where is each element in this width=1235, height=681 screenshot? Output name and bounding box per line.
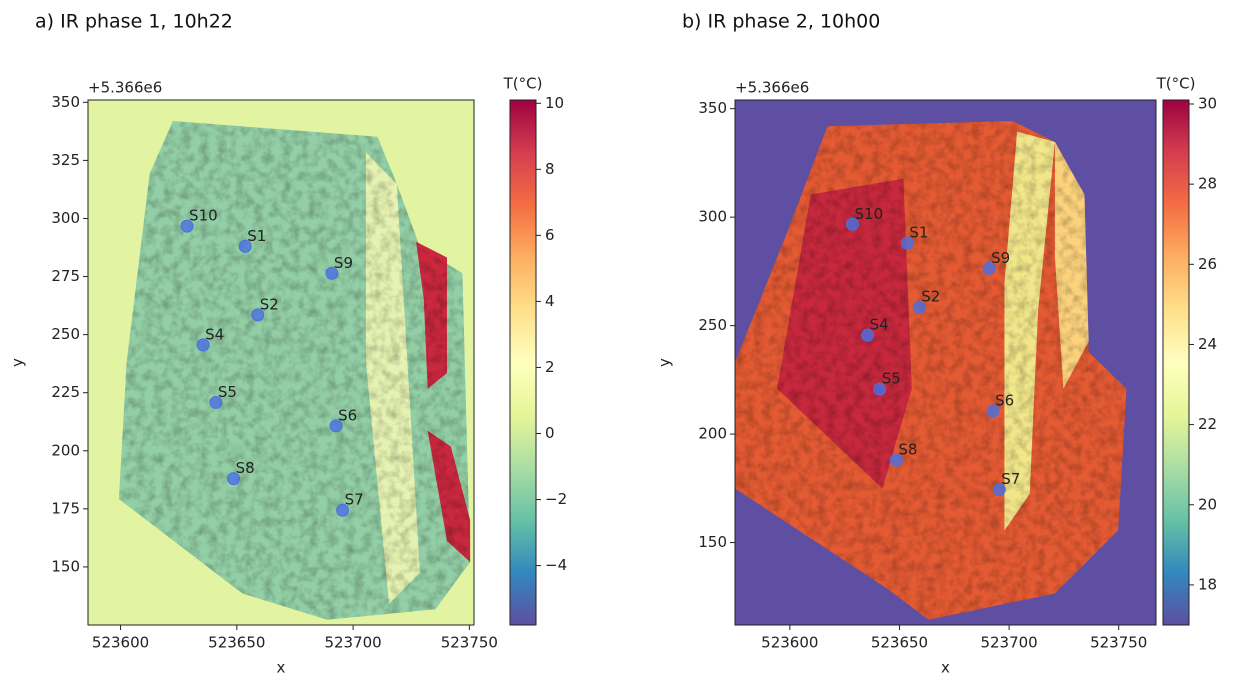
offset-text: +5.366e6 (735, 79, 809, 97)
x-tick-label: 523700 (324, 634, 381, 652)
station-point (889, 453, 903, 467)
colorbar-tick-label: 26 (1198, 255, 1217, 273)
colorbar (1163, 100, 1189, 625)
colorbar-frame (509, 99, 537, 626)
y-tick-label: 150 (51, 557, 80, 575)
station-point (982, 261, 996, 275)
x-tick-label: 523700 (980, 634, 1037, 652)
y-tick-label: 325 (51, 151, 80, 169)
panel-title: b) IR phase 2, 10h00 (682, 11, 880, 33)
colorbar-tick-label: 22 (1198, 415, 1217, 433)
y-tick-label: 175 (51, 499, 80, 517)
colorbar-tick-label: 18 (1198, 575, 1217, 593)
station-label: S7 (345, 491, 364, 509)
colorbar-tick-label: 10 (545, 94, 564, 112)
colorbar-tick-label: 6 (545, 226, 555, 244)
colorbar-tick-label: 8 (545, 160, 555, 178)
station-label: S8 (236, 459, 255, 477)
x-tick-label: 523750 (1090, 634, 1147, 652)
colorbar-tick-label: 2 (545, 358, 555, 376)
y-tick-label: 200 (51, 441, 80, 459)
station-point (325, 266, 339, 280)
station-point (912, 300, 926, 314)
x-tick-label: 523650 (208, 634, 265, 652)
y-tick-label: 300 (51, 209, 80, 227)
station-label: S7 (1001, 470, 1020, 488)
y-tick-label: 250 (698, 316, 727, 334)
colorbar-tick-label: 4 (545, 292, 555, 310)
station-point (873, 382, 887, 396)
y-tick-label: 275 (51, 267, 80, 285)
station-point (251, 308, 265, 322)
station-point (329, 419, 343, 433)
station-point (986, 404, 1000, 418)
colorbar-label: T(°C) (1156, 75, 1196, 93)
station-point (209, 395, 223, 409)
x-axis-label: x (941, 659, 950, 677)
colorbar-tick-label: 30 (1198, 95, 1217, 113)
station-point (900, 236, 914, 250)
offset-text: +5.366e6 (88, 79, 162, 97)
y-tick-label: 150 (698, 533, 727, 551)
colorbar-tick-label: 0 (545, 424, 555, 442)
colorbar-tick-label: −2 (545, 490, 567, 508)
x-tick-label: 523600 (92, 634, 149, 652)
y-tick-label: 350 (51, 93, 80, 111)
station-point (180, 219, 194, 233)
station-label: S4 (205, 325, 224, 343)
station-label: S10 (189, 207, 218, 225)
y-axis-label: y (9, 358, 27, 367)
x-tick-label: 523600 (761, 634, 818, 652)
station-label: S4 (870, 316, 889, 334)
station-label: S10 (855, 205, 884, 223)
y-tick-label: 250 (51, 325, 80, 343)
colorbar-tick-label: −4 (545, 556, 567, 574)
plot-frame (734, 99, 1157, 626)
field-texture (118, 121, 471, 620)
x-tick-label: 523650 (871, 634, 928, 652)
y-tick-label: 350 (698, 99, 727, 117)
y-tick-label: 225 (51, 383, 80, 401)
plot-frame (87, 99, 475, 626)
station-point (196, 338, 210, 352)
x-tick-label: 523750 (441, 634, 498, 652)
station-label: S9 (991, 249, 1010, 267)
station-point (992, 483, 1006, 497)
station-label: S1 (909, 224, 928, 242)
station-point (227, 472, 241, 486)
station-label: S6 (995, 391, 1014, 409)
x-axis-label: x (277, 659, 286, 677)
colorbar-tick-label: 20 (1198, 495, 1217, 513)
station-label: S8 (898, 441, 917, 459)
station-label: S2 (921, 288, 940, 306)
station-label: S6 (338, 406, 357, 424)
station-point (846, 217, 860, 231)
y-tick-label: 200 (698, 425, 727, 443)
colorbar (510, 100, 536, 625)
station-point (861, 328, 875, 342)
panel-title: a) IR phase 1, 10h22 (35, 11, 233, 33)
field-texture (735, 121, 1127, 620)
colorbar-label: T(°C) (503, 75, 543, 93)
y-tick-label: 300 (698, 208, 727, 226)
station-label: S5 (218, 383, 237, 401)
station-point (238, 239, 252, 253)
station-label: S9 (334, 254, 353, 272)
station-point (336, 503, 350, 517)
colorbar-tick-label: 24 (1198, 335, 1217, 353)
y-axis-label: y (656, 358, 674, 367)
station-label: S5 (882, 369, 901, 387)
station-label: S1 (247, 227, 266, 245)
colorbar-tick-label: 28 (1198, 175, 1217, 193)
colorbar-frame (1162, 99, 1190, 626)
station-label: S2 (260, 295, 279, 313)
